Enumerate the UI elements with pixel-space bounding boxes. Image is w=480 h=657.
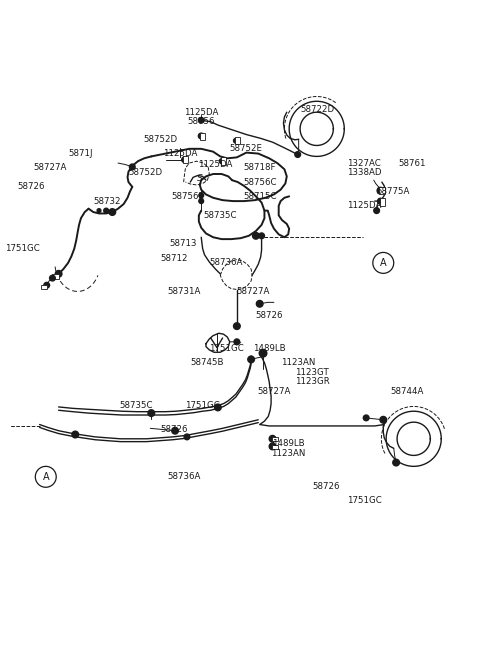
- Text: 58775A: 58775A: [376, 187, 409, 196]
- Circle shape: [378, 198, 384, 204]
- Circle shape: [172, 427, 179, 434]
- Text: 58715C: 58715C: [243, 192, 276, 201]
- Circle shape: [256, 300, 263, 307]
- Bar: [183, 156, 188, 163]
- Text: 58752D: 58752D: [129, 168, 163, 177]
- Bar: [380, 187, 385, 194]
- Text: 1751GC: 1751GC: [209, 344, 244, 353]
- Text: 58727A: 58727A: [34, 164, 67, 172]
- Text: 58713: 58713: [170, 239, 197, 248]
- Bar: [380, 198, 385, 206]
- Bar: [235, 137, 240, 144]
- Text: 58744A: 58744A: [390, 387, 424, 396]
- Text: 58756E: 58756E: [172, 192, 205, 201]
- Text: A: A: [380, 258, 386, 268]
- Text: 1125DA: 1125DA: [347, 201, 382, 210]
- Bar: [52, 274, 59, 279]
- Circle shape: [104, 208, 108, 213]
- Circle shape: [49, 275, 55, 281]
- Circle shape: [248, 356, 254, 363]
- Text: 58727A: 58727A: [237, 287, 270, 296]
- Bar: [272, 437, 278, 442]
- Text: 58752E: 58752E: [230, 145, 263, 153]
- Text: 58727A: 58727A: [257, 387, 290, 396]
- Circle shape: [198, 118, 204, 123]
- Text: 58718F: 58718F: [243, 164, 276, 172]
- Circle shape: [269, 443, 276, 450]
- Circle shape: [215, 404, 221, 411]
- Text: 1338AD: 1338AD: [347, 168, 382, 177]
- Text: 58736A: 58736A: [167, 472, 200, 482]
- Circle shape: [148, 410, 155, 417]
- Circle shape: [130, 164, 135, 170]
- Circle shape: [259, 233, 264, 238]
- Circle shape: [363, 415, 369, 420]
- Circle shape: [55, 271, 62, 277]
- Text: 58756C: 58756C: [243, 177, 276, 187]
- Text: 58726: 58726: [312, 482, 340, 491]
- Text: 1751GC: 1751GC: [347, 496, 382, 505]
- Text: 58745B: 58745B: [191, 358, 224, 367]
- Text: 1489LB: 1489LB: [272, 439, 304, 448]
- Circle shape: [199, 193, 204, 198]
- Text: 58726: 58726: [255, 311, 283, 320]
- Text: 58712: 58712: [160, 254, 188, 263]
- Bar: [200, 133, 205, 140]
- Circle shape: [97, 209, 101, 212]
- Text: 5871J: 5871J: [69, 149, 93, 158]
- Circle shape: [234, 339, 240, 345]
- Circle shape: [393, 459, 399, 466]
- Circle shape: [252, 233, 259, 239]
- Circle shape: [198, 133, 204, 139]
- Circle shape: [234, 323, 240, 329]
- Text: 1125DA: 1125DA: [184, 108, 218, 117]
- Text: 58732: 58732: [94, 196, 121, 206]
- Text: 58735C: 58735C: [120, 401, 153, 410]
- Text: 1123GT: 1123GT: [295, 368, 329, 376]
- Text: 58726: 58726: [160, 425, 188, 434]
- Text: 58752D: 58752D: [144, 135, 178, 144]
- Circle shape: [72, 431, 79, 438]
- Circle shape: [377, 187, 384, 194]
- Text: 1123AN: 1123AN: [271, 449, 305, 457]
- Circle shape: [374, 208, 380, 214]
- Text: A: A: [42, 472, 49, 482]
- Text: 58761: 58761: [398, 158, 426, 168]
- Circle shape: [234, 139, 238, 143]
- Bar: [41, 285, 47, 289]
- Bar: [221, 158, 227, 165]
- Text: 58756: 58756: [188, 117, 215, 126]
- Circle shape: [259, 350, 267, 357]
- Text: 1125DA: 1125DA: [198, 160, 233, 169]
- Text: 1489LB: 1489LB: [253, 344, 286, 353]
- Circle shape: [199, 198, 204, 204]
- Circle shape: [269, 436, 276, 442]
- Text: 1123AN: 1123AN: [280, 358, 315, 367]
- Bar: [272, 445, 278, 449]
- Text: 58722D: 58722D: [300, 105, 335, 114]
- Text: 58726: 58726: [18, 183, 45, 191]
- Text: 1125DA: 1125DA: [163, 149, 197, 158]
- Text: 1327AC: 1327AC: [348, 158, 381, 168]
- Circle shape: [44, 283, 49, 288]
- Text: 58731A: 58731A: [167, 287, 200, 296]
- Circle shape: [184, 434, 190, 440]
- Text: 58736A: 58736A: [210, 258, 243, 267]
- Circle shape: [295, 152, 300, 158]
- Circle shape: [219, 159, 224, 164]
- Text: S: S: [197, 174, 203, 183]
- Circle shape: [380, 417, 386, 423]
- Text: 1123GR: 1123GR: [295, 377, 329, 386]
- Text: 58735C: 58735C: [204, 211, 237, 220]
- Circle shape: [109, 209, 116, 215]
- Text: 1751GC: 1751GC: [185, 401, 220, 410]
- Circle shape: [182, 157, 187, 162]
- Text: 1751GC: 1751GC: [5, 244, 39, 253]
